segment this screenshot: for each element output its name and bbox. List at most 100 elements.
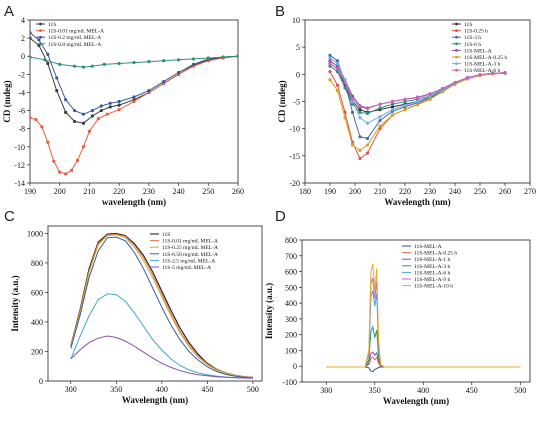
data-point (335, 59, 340, 63)
x-tick-label: 400 (417, 386, 429, 395)
data-point (478, 73, 482, 77)
data-point (343, 116, 347, 120)
data-point (81, 121, 86, 125)
y-tick-label: 300 (285, 315, 297, 324)
legend-entry: 11S-2.5 mg/mL MEL-A (162, 258, 215, 264)
series-line (326, 277, 521, 368)
x-tick-label: 450 (201, 385, 213, 394)
data-point (428, 92, 432, 97)
legend-marker (39, 29, 42, 32)
data-point (365, 111, 370, 116)
panel-d: D 300 350 400 450 500 -100 0 100 200 300 400 500 600 7… (264, 208, 531, 406)
data-point (55, 76, 59, 80)
legend-marker (455, 55, 458, 59)
data-point (55, 89, 59, 93)
legend-entry: 11S-MEL-A-10 h (414, 284, 453, 290)
data-point (108, 105, 112, 109)
y-tick-label: 400 (31, 318, 43, 327)
x-tick-label: 250 (474, 187, 486, 196)
x-tick-label: 350 (110, 385, 122, 394)
x-axis-label: wavelength (nm) (102, 197, 166, 207)
data-point (43, 58, 47, 62)
y-tick-label: 5 (296, 43, 300, 52)
data-point (358, 156, 362, 161)
data-point (390, 113, 395, 117)
y-axis-label: Intensity (a.u.) (264, 283, 274, 339)
x-tick-label: 270 (524, 187, 536, 196)
data-point (358, 105, 362, 109)
data-point (90, 64, 94, 68)
x-tick-label: 260 (499, 187, 511, 196)
x-tick-label: 210 (83, 187, 95, 196)
data-point (390, 99, 395, 104)
legend-marker (39, 35, 42, 39)
panel-b: B 180 190 200 210 220 230 240 250 260 270 10 5 0 -5 -10… (275, 3, 536, 207)
panel-a: A 190 200 210 220 230 240 250 260 4 2 0 -2 -4 -6 -8 -10 -… (2, 3, 244, 207)
data-point (390, 102, 395, 106)
y-tick-label: 800 (285, 236, 297, 245)
data-point (147, 89, 151, 93)
data-point (58, 170, 62, 174)
panel-letter: D (275, 208, 286, 225)
y-tick-label: -5 (293, 98, 300, 107)
data-point (453, 80, 457, 85)
y-tick-label: 600 (285, 268, 297, 277)
panel-letter: B (275, 3, 285, 20)
legend-entry: 11S-3 h (464, 35, 481, 41)
data-point (358, 148, 362, 152)
data-point (378, 118, 382, 123)
data-point (81, 112, 86, 116)
series-line (326, 366, 521, 373)
legend-entry: 11S (162, 232, 170, 238)
series-line (70, 234, 253, 379)
data-point (328, 59, 332, 63)
legend-entry: 11S-0.25 mg/mL MEL-A (162, 245, 218, 251)
data-point (176, 58, 181, 62)
series-line (326, 290, 521, 368)
legend-entry: 11S-MEL-A-3 h (414, 264, 451, 270)
data-point (221, 55, 225, 59)
data-point (358, 135, 362, 139)
data-point (176, 70, 181, 75)
data-point (72, 108, 77, 113)
legend-entry: 11S-MEL-A-9 h (414, 277, 451, 283)
series-line (326, 263, 521, 368)
series-line (30, 37, 238, 124)
legend-entry: 11S-0.25 h (464, 29, 488, 35)
y-tick-label: -15 (289, 152, 300, 161)
y-axis-label: CD (mdeg) (2, 80, 12, 122)
x-tick-label: 250 (202, 187, 214, 196)
x-tick-label: 450 (466, 386, 478, 395)
series-line (326, 351, 521, 368)
legend-entry: 11S-MEL-A-0.25 h (464, 55, 507, 61)
panel-letter: A (4, 3, 14, 20)
series-line (30, 55, 238, 68)
y-tick-label: 100 (285, 346, 297, 355)
y-tick-label: -100 (282, 378, 297, 387)
data-point (117, 108, 121, 112)
x-tick-label: 180 (299, 187, 311, 196)
data-point (191, 62, 196, 66)
data-point (365, 121, 370, 125)
legend-marker (455, 29, 458, 32)
data-point (99, 104, 103, 108)
data-point (34, 118, 38, 122)
data-point (365, 143, 370, 147)
data-point (350, 143, 355, 147)
data-point (30, 55, 32, 59)
plot-area (70, 232, 253, 379)
x-tick-label: 240 (173, 187, 185, 196)
data-point (64, 98, 68, 102)
x-tick-label: 260 (232, 187, 244, 196)
data-point (440, 86, 445, 91)
data-point (365, 106, 370, 111)
data-point (335, 61, 340, 66)
y-tick-label: -8 (18, 125, 25, 134)
series-line (70, 335, 253, 379)
plot-frame (29, 19, 239, 184)
x-tick-label: 220 (113, 187, 125, 196)
legend-entry: 11S-0.50 mg/mL MEL-A (162, 252, 218, 258)
data-point (30, 36, 32, 40)
y-tick-label: 10 (292, 16, 300, 25)
